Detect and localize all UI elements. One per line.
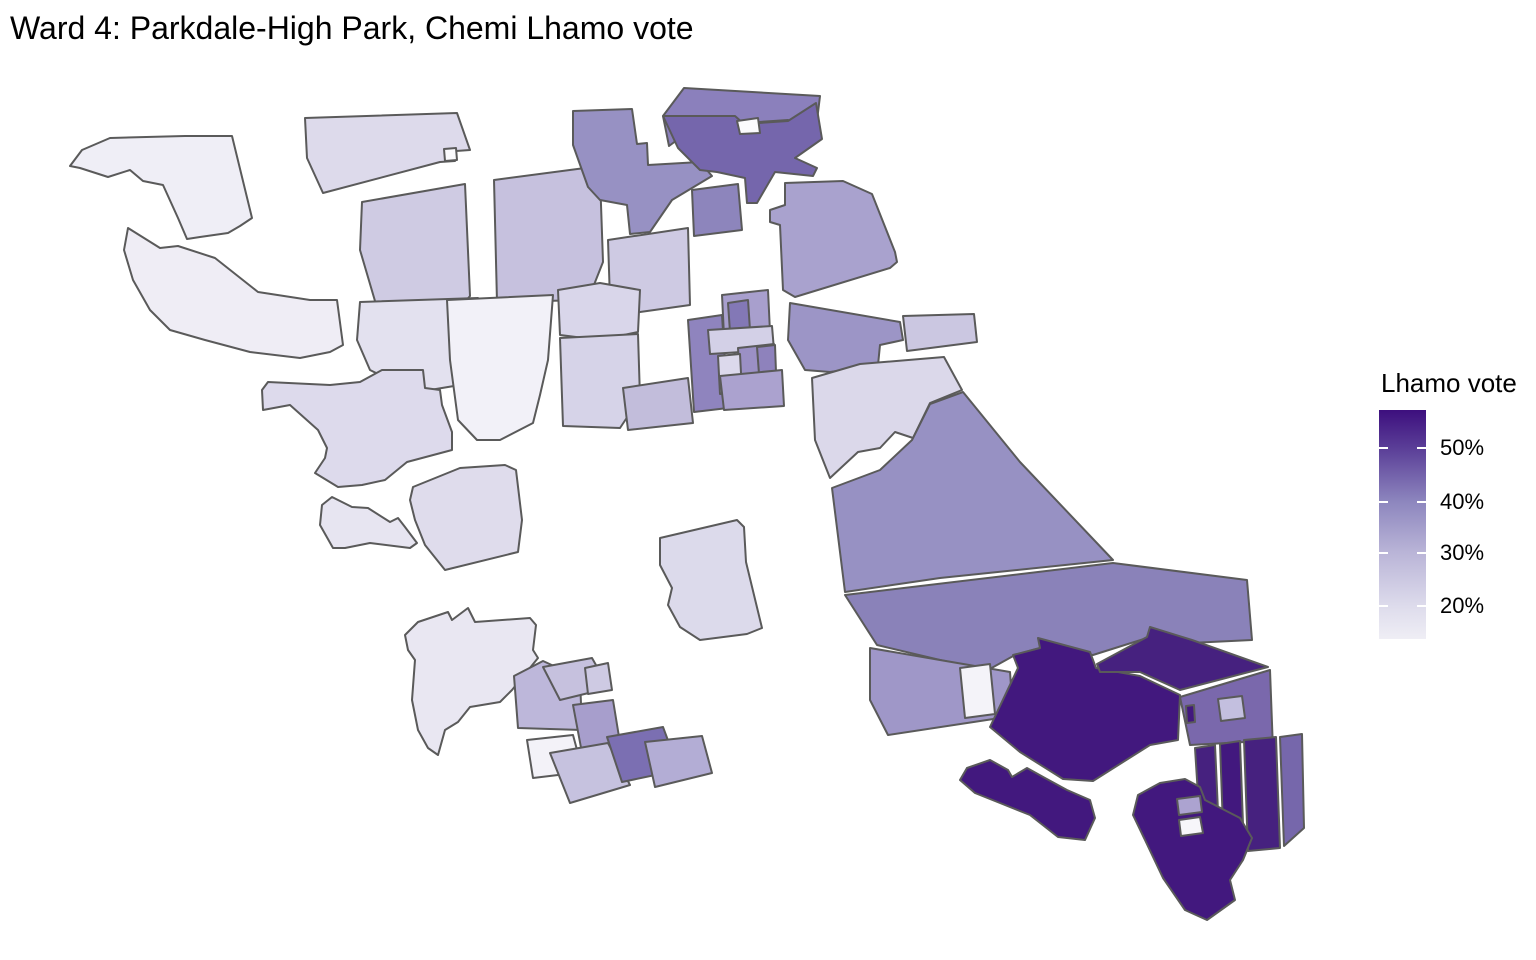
map-region-south-blob-inset-white [1178,816,1204,837]
map-region-ne-light-band [811,356,963,479]
figure-title: Ward 4: Parkdale-High Park, Chemi Lhamo … [10,10,694,46]
map-region-highpark-west [319,496,418,549]
map-region-sw-slab-inset [959,663,996,719]
map-region-bloor-west-south [261,369,453,488]
map-region-nw-boomerang [69,135,253,240]
map-region-junction-core-8 [719,369,785,411]
map-region-junction-nw [572,108,713,235]
map-region-runnymede-east [493,167,604,303]
map-region-swansea-t8 [644,735,713,788]
legend-tick-mark [1379,447,1388,449]
legend-tick-mark [1379,605,1388,607]
map-region-ne-slab-2-light [902,313,978,352]
map-region-roncesvalles-park [659,519,763,641]
legend-tick-mark [1417,501,1426,503]
map-region-se-stripe-3 [1243,736,1281,852]
legend-tick-mark [1417,605,1426,607]
map-region-junction-n-dark [662,102,823,204]
map-region-bloor-west-east [446,294,554,441]
map-region-junction-w1 [557,282,641,341]
legend-tick-label-40%: 40% [1440,489,1485,514]
legend-tick-mark [1379,501,1388,503]
map-region-parkdale-dark-west [989,637,1181,782]
map-region-junction-core-6 [756,344,777,375]
map-region-ne-slab-1 [769,180,898,298]
map-region-parkdale-dark-north [1096,626,1269,691]
map-region-highpark-north [409,464,523,571]
map-region-junction-w3 [622,377,694,431]
legend-title: Lhamo vote [1381,368,1517,398]
map-region-south-blob [1132,778,1253,921]
legend-tick-mark [1417,447,1426,449]
legend-tick-mark [1379,552,1388,554]
map-region-se-medium-inset-light [1217,695,1246,722]
map-region-junction-n-dark-notch [736,117,761,135]
map-region-swansea-main [404,607,539,756]
map-region-swansea-t6 [549,742,631,804]
map-region-se-medium-inset-dark [1185,704,1196,724]
map-region-swansea-t3 [584,662,613,695]
legend-tick-mark [1417,552,1426,554]
map-region-south-blob-inset-light [1176,795,1203,816]
map-region-baby-point [123,227,344,359]
legend-tick-label-30%: 30% [1440,540,1485,565]
map-region-waterfront-swoosh [959,759,1096,841]
map-region-north-parallelogram-notch [443,147,458,162]
legend-tick-label-20%: 20% [1440,593,1485,618]
legend-tick-label-50%: 50% [1440,435,1485,460]
map-region-se-stripe-4 [1279,733,1305,847]
map-region-mid-slab-1 [831,391,1114,593]
map-region-junction-n-small [691,183,743,237]
